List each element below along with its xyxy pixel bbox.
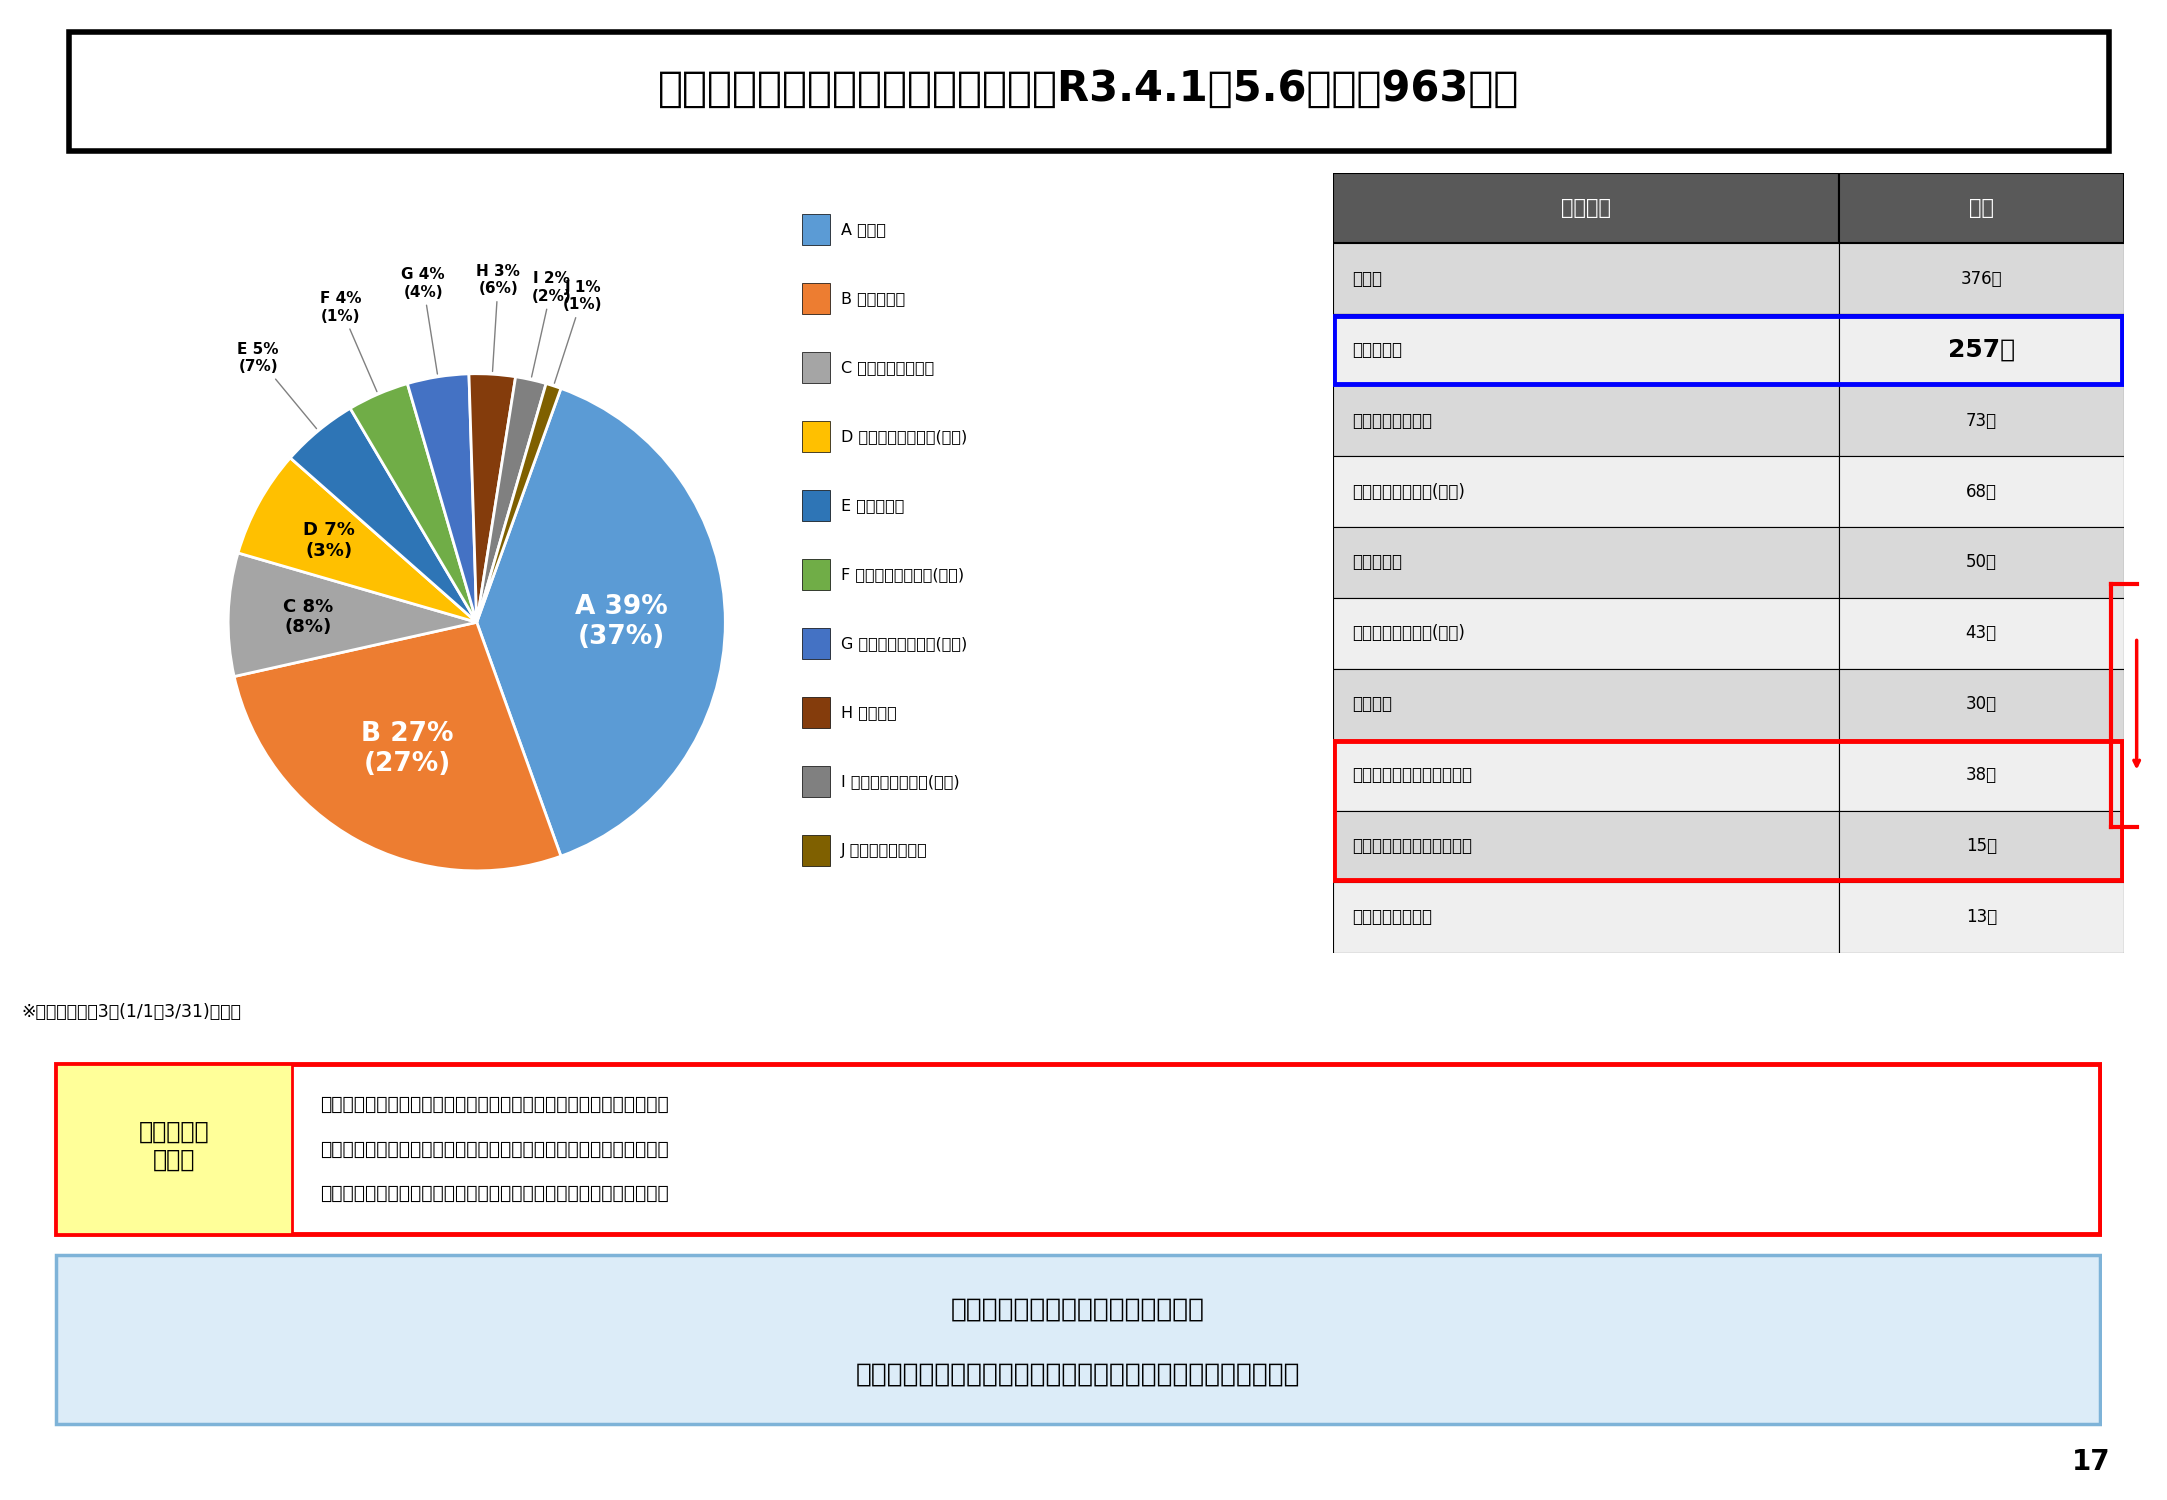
Bar (1333, 810, 1840, 882)
Wedge shape (468, 374, 516, 622)
Bar (1333, 243, 1840, 315)
Bar (802, 560, 830, 590)
Bar (1840, 882, 2124, 952)
Text: 奈良市内飲食店：１３人、奈良県内飲食店（奈良市内除く）：　５人: 奈良市内飲食店：１３人、奈良県内飲食店（奈良市内除く）： ５人 (321, 1095, 670, 1114)
Text: 県外感染者と接触（飲食）: 県外感染者と接触（飲食） (1352, 837, 1474, 855)
Text: C 8%
(8%): C 8% (8%) (282, 597, 334, 636)
Bar (802, 284, 830, 314)
Text: 感染経路: 感染経路 (1560, 198, 1610, 217)
Text: 50人: 50人 (1965, 554, 1996, 572)
Bar (1333, 315, 1840, 386)
Bar (1333, 386, 1840, 456)
Text: F 4%
(1%): F 4% (1%) (321, 291, 377, 392)
Text: D 県内感染者と接触(勤務): D 県内感染者と接触(勤務) (841, 429, 966, 444)
Text: 県外感染者と接触: 県外感染者と接触 (1352, 908, 1432, 926)
Text: 43人: 43人 (1965, 624, 1996, 642)
Text: 人数: 人数 (1970, 198, 1994, 217)
Text: H 3%
(6%): H 3% (6%) (477, 264, 520, 372)
Bar (1840, 386, 2124, 456)
Wedge shape (290, 408, 477, 622)
Text: D 7%
(3%): D 7% (3%) (303, 522, 355, 561)
Text: B 家庭内感染: B 家庭内感染 (841, 291, 906, 306)
Bar (1840, 315, 2124, 386)
Wedge shape (477, 376, 546, 622)
Bar (1840, 172, 2124, 243)
Wedge shape (228, 554, 477, 676)
Text: 13人: 13人 (1965, 908, 1998, 926)
Text: 県内感染者と接触: 県内感染者と接触 (1352, 411, 1432, 429)
Bar (1335, 741, 2121, 880)
Wedge shape (407, 374, 477, 622)
Text: 68人: 68人 (1965, 483, 1996, 501)
Text: 376人: 376人 (1961, 270, 2002, 288)
Text: G 県内感染者と接触(飲食): G 県内感染者と接触(飲食) (841, 636, 966, 651)
Bar (1840, 243, 2124, 315)
Bar (802, 490, 830, 520)
Bar (1333, 526, 1840, 598)
Text: I 2%
(2%): I 2% (2%) (531, 272, 572, 376)
Bar (1840, 598, 2124, 669)
Text: 飲食５３人
の内訳: 飲食５３人 の内訳 (139, 1119, 210, 1172)
Bar (802, 836, 830, 866)
Bar (802, 766, 830, 796)
Text: I 県外感染者と接触(飲食): I 県外感染者と接触(飲食) (841, 774, 960, 789)
Bar (1333, 598, 1840, 669)
Text: 県内感染者と接触(勤務): 県内感染者と接触(勤務) (1352, 483, 1465, 501)
Text: C 県内感染者と接触: C 県内感染者と接触 (841, 360, 934, 375)
Text: 飲食店だけでなく、自宅、友人宅等での食事による感染も増加: 飲食店だけでなく、自宅、友人宅等での食事による感染も増加 (856, 1362, 1300, 1388)
Bar (56, 1064, 293, 1234)
Text: A 調査中: A 調査中 (841, 222, 886, 237)
Text: 院内感染: 院内感染 (1352, 696, 1393, 714)
Text: 調査中を除くと、家庭内感染が最多: 調査中を除くと、家庭内感染が最多 (951, 1296, 1205, 1323)
Wedge shape (234, 622, 561, 872)
Text: 30人: 30人 (1965, 696, 1996, 714)
Bar (1333, 882, 1840, 952)
Text: A 39%
(37%): A 39% (37%) (574, 594, 667, 651)
Wedge shape (477, 384, 561, 622)
Bar (802, 628, 830, 658)
Text: 73人: 73人 (1965, 411, 1996, 429)
Text: 17: 17 (2072, 1449, 2111, 1476)
Text: E 施設内感染: E 施設内感染 (841, 498, 904, 513)
Bar (802, 214, 830, 244)
Bar (1333, 669, 1840, 740)
Text: 施設内感染: 施設内感染 (1352, 554, 1402, 572)
Text: 調査中: 調査中 (1352, 270, 1383, 288)
Bar (1840, 669, 2124, 740)
Bar (1333, 456, 1840, 526)
Text: 県外感染者と接触(勤務): 県外感染者と接触(勤務) (1352, 624, 1465, 642)
Bar (1840, 810, 2124, 882)
Bar (1840, 526, 2124, 598)
Wedge shape (477, 388, 726, 856)
Text: 15人: 15人 (1965, 837, 1996, 855)
Text: 38人: 38人 (1965, 766, 1996, 784)
Bar (1840, 740, 2124, 810)
Bar (802, 698, 830, 728)
Text: 市内感染者の感染経路別の割合　（R3.4.1〜5.6まで、963人）: 市内感染者の感染経路別の割合 （R3.4.1〜5.6まで、963人） (659, 68, 1519, 110)
Text: 家庭内感染: 家庭内感染 (1352, 340, 1402, 358)
Text: F 県外感染者と接触(勤務): F 県外感染者と接触(勤務) (841, 567, 964, 582)
Bar (1333, 740, 1840, 810)
Text: J 1%
(1%): J 1% (1%) (555, 280, 602, 382)
Text: G 4%
(4%): G 4% (4%) (401, 267, 444, 374)
Wedge shape (238, 458, 477, 622)
Bar (802, 352, 830, 382)
Bar (1335, 316, 2121, 384)
Text: 県外飲食店　　：　３人、自宅・友人宅等　　　　　　　　：２５人: 県外飲食店 ： ３人、自宅・友人宅等 ：２５人 (321, 1184, 670, 1203)
Text: J 県外感染者と接触: J 県外感染者と接触 (841, 843, 927, 858)
Text: ※カッコ内は第3波(1/1〜3/31)の割合: ※カッコ内は第3波(1/1〜3/31)の割合 (22, 1004, 241, 1022)
Text: E 5%
(7%): E 5% (7%) (238, 342, 316, 429)
Bar (802, 422, 830, 452)
Bar (1333, 172, 1840, 243)
Text: 県内感染者と接触（飲食）: 県内感染者と接触（飲食） (1352, 766, 1474, 784)
Text: H 院内感染: H 院内感染 (841, 705, 897, 720)
Bar (1840, 456, 2124, 526)
Wedge shape (351, 384, 477, 622)
Text: B 27%
(27%): B 27% (27%) (362, 720, 453, 777)
Text: 257人: 257人 (1948, 338, 2015, 362)
Text: 大阪市内飲食店：　４人、大阪府内飲食店（大阪市除く）　：　３人: 大阪市内飲食店： ４人、大阪府内飲食店（大阪市除く） ： ３人 (321, 1140, 670, 1158)
